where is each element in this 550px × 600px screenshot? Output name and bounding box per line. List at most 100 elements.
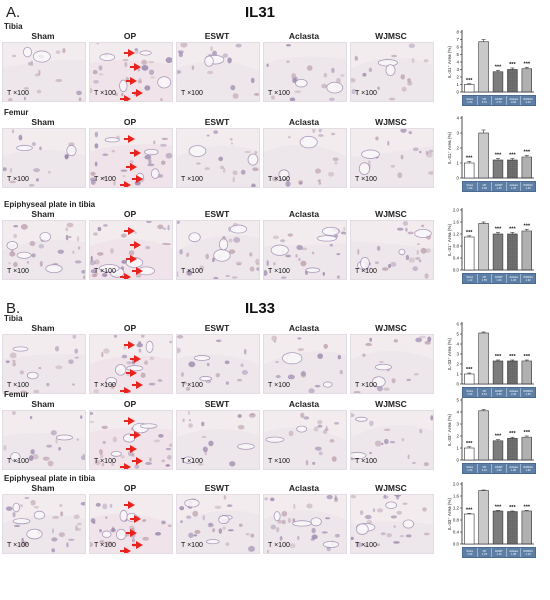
- marrow-space: [377, 59, 398, 67]
- stained-cell: [165, 243, 172, 246]
- marrow-space: [371, 376, 386, 388]
- stained-cell: [408, 257, 416, 263]
- stained-cell: [294, 90, 302, 94]
- bar: [521, 156, 532, 179]
- marrow-space: [193, 355, 211, 361]
- y-tick-label: 3: [457, 131, 460, 136]
- stained-cell: [111, 462, 114, 466]
- category-label: OP: [482, 97, 487, 101]
- red-arrow-marker: [130, 515, 141, 523]
- stained-cell: [74, 348, 79, 354]
- stained-cell: [195, 162, 201, 165]
- stained-cell: [38, 367, 42, 370]
- stained-cell: [39, 260, 43, 267]
- stained-cell: [182, 418, 185, 423]
- stained-cell: [90, 171, 96, 176]
- stained-cell: [101, 351, 104, 358]
- bar: [507, 360, 518, 385]
- bar: [492, 360, 504, 385]
- category-cell: ESWT 1.20: [491, 182, 506, 191]
- marrow-space: [115, 528, 127, 541]
- stained-cell: [12, 54, 17, 58]
- marrow-space: [110, 450, 122, 457]
- stained-cell: [109, 503, 113, 508]
- stained-cell: [380, 532, 386, 536]
- category-cell: OP 1.55: [476, 274, 492, 283]
- stained-cell: [255, 258, 259, 265]
- stained-cell: [23, 96, 26, 101]
- stained-cell: [412, 147, 419, 152]
- stained-cell: [240, 363, 244, 367]
- stained-cell: [77, 522, 82, 526]
- stained-cell: [142, 519, 147, 522]
- category-value: 1.00: [467, 100, 473, 104]
- stained-cell: [393, 525, 396, 528]
- stained-cell: [400, 74, 406, 80]
- stained-cell: [90, 518, 96, 523]
- stained-cell: [52, 515, 60, 519]
- stained-cell: [101, 462, 105, 467]
- stained-cell: [329, 97, 335, 101]
- section-label: Epiphyseal plate in tibia: [4, 200, 96, 209]
- significance-mark: ***: [524, 61, 531, 67]
- category-cell: Aclasta 1.20: [505, 274, 521, 283]
- stained-cell: [297, 535, 300, 541]
- stained-cell: [47, 460, 54, 467]
- histology-image: T ×100: [2, 220, 86, 280]
- y-tick-label: 5: [457, 52, 460, 57]
- marrow-space: [66, 144, 77, 157]
- significance-mark: ***: [524, 504, 531, 510]
- histology-image: T ×100: [263, 128, 347, 188]
- stained-cell: [281, 510, 288, 517]
- stained-cell: [83, 275, 85, 279]
- stained-cell: [167, 524, 172, 528]
- stained-cell: [368, 420, 374, 427]
- stained-cell: [105, 541, 113, 546]
- magnification-label: T ×100: [94, 90, 116, 97]
- tissue-graphic: [177, 221, 259, 279]
- stained-cell: [140, 335, 145, 338]
- marrow-space: [12, 502, 21, 513]
- column-label: OP: [123, 209, 137, 219]
- stained-cell: [166, 455, 172, 460]
- magnification-label: T ×100: [355, 176, 377, 183]
- significance-mark: ***: [495, 354, 502, 360]
- stained-cell: [374, 261, 379, 265]
- stained-cell: [93, 273, 99, 276]
- category-value: 1.20: [511, 278, 517, 282]
- stained-cell: [400, 154, 404, 160]
- column-label: Aclasta: [288, 323, 320, 333]
- stained-cell: [323, 343, 328, 349]
- stained-cell: [336, 77, 341, 84]
- stained-cell: [111, 384, 114, 390]
- stained-cell: [339, 370, 343, 375]
- red-arrow-marker: [126, 163, 137, 171]
- stained-cell: [30, 60, 34, 67]
- stained-cell: [423, 59, 429, 63]
- column-label: Aclasta: [288, 399, 320, 409]
- stained-cell: [8, 262, 11, 265]
- histology-image: T ×100: [176, 220, 260, 280]
- category-label: WJMSC: [523, 465, 533, 469]
- stained-cell: [138, 348, 142, 353]
- stained-cell: [94, 143, 99, 149]
- stained-cell: [145, 246, 151, 250]
- category-label: ESWT: [495, 549, 503, 553]
- category-label: Sham: [466, 389, 474, 393]
- stained-cell: [363, 544, 368, 548]
- red-arrow-marker: [126, 369, 137, 377]
- column-label: OP: [123, 31, 137, 41]
- stained-cell: [36, 89, 42, 94]
- stained-cell: [8, 97, 13, 101]
- stained-cell: [141, 519, 146, 523]
- category-value: 5.10: [481, 392, 487, 396]
- marrow-space: [99, 53, 116, 61]
- stained-cell: [94, 161, 98, 167]
- magnification-label: T ×100: [181, 542, 203, 549]
- category-value: 4.10: [481, 468, 487, 472]
- stained-cell: [93, 389, 99, 393]
- stained-cell: [80, 415, 83, 419]
- category-value: 1.00: [467, 468, 473, 472]
- marrow-space: [204, 55, 214, 67]
- significance-mark: ***: [524, 150, 531, 156]
